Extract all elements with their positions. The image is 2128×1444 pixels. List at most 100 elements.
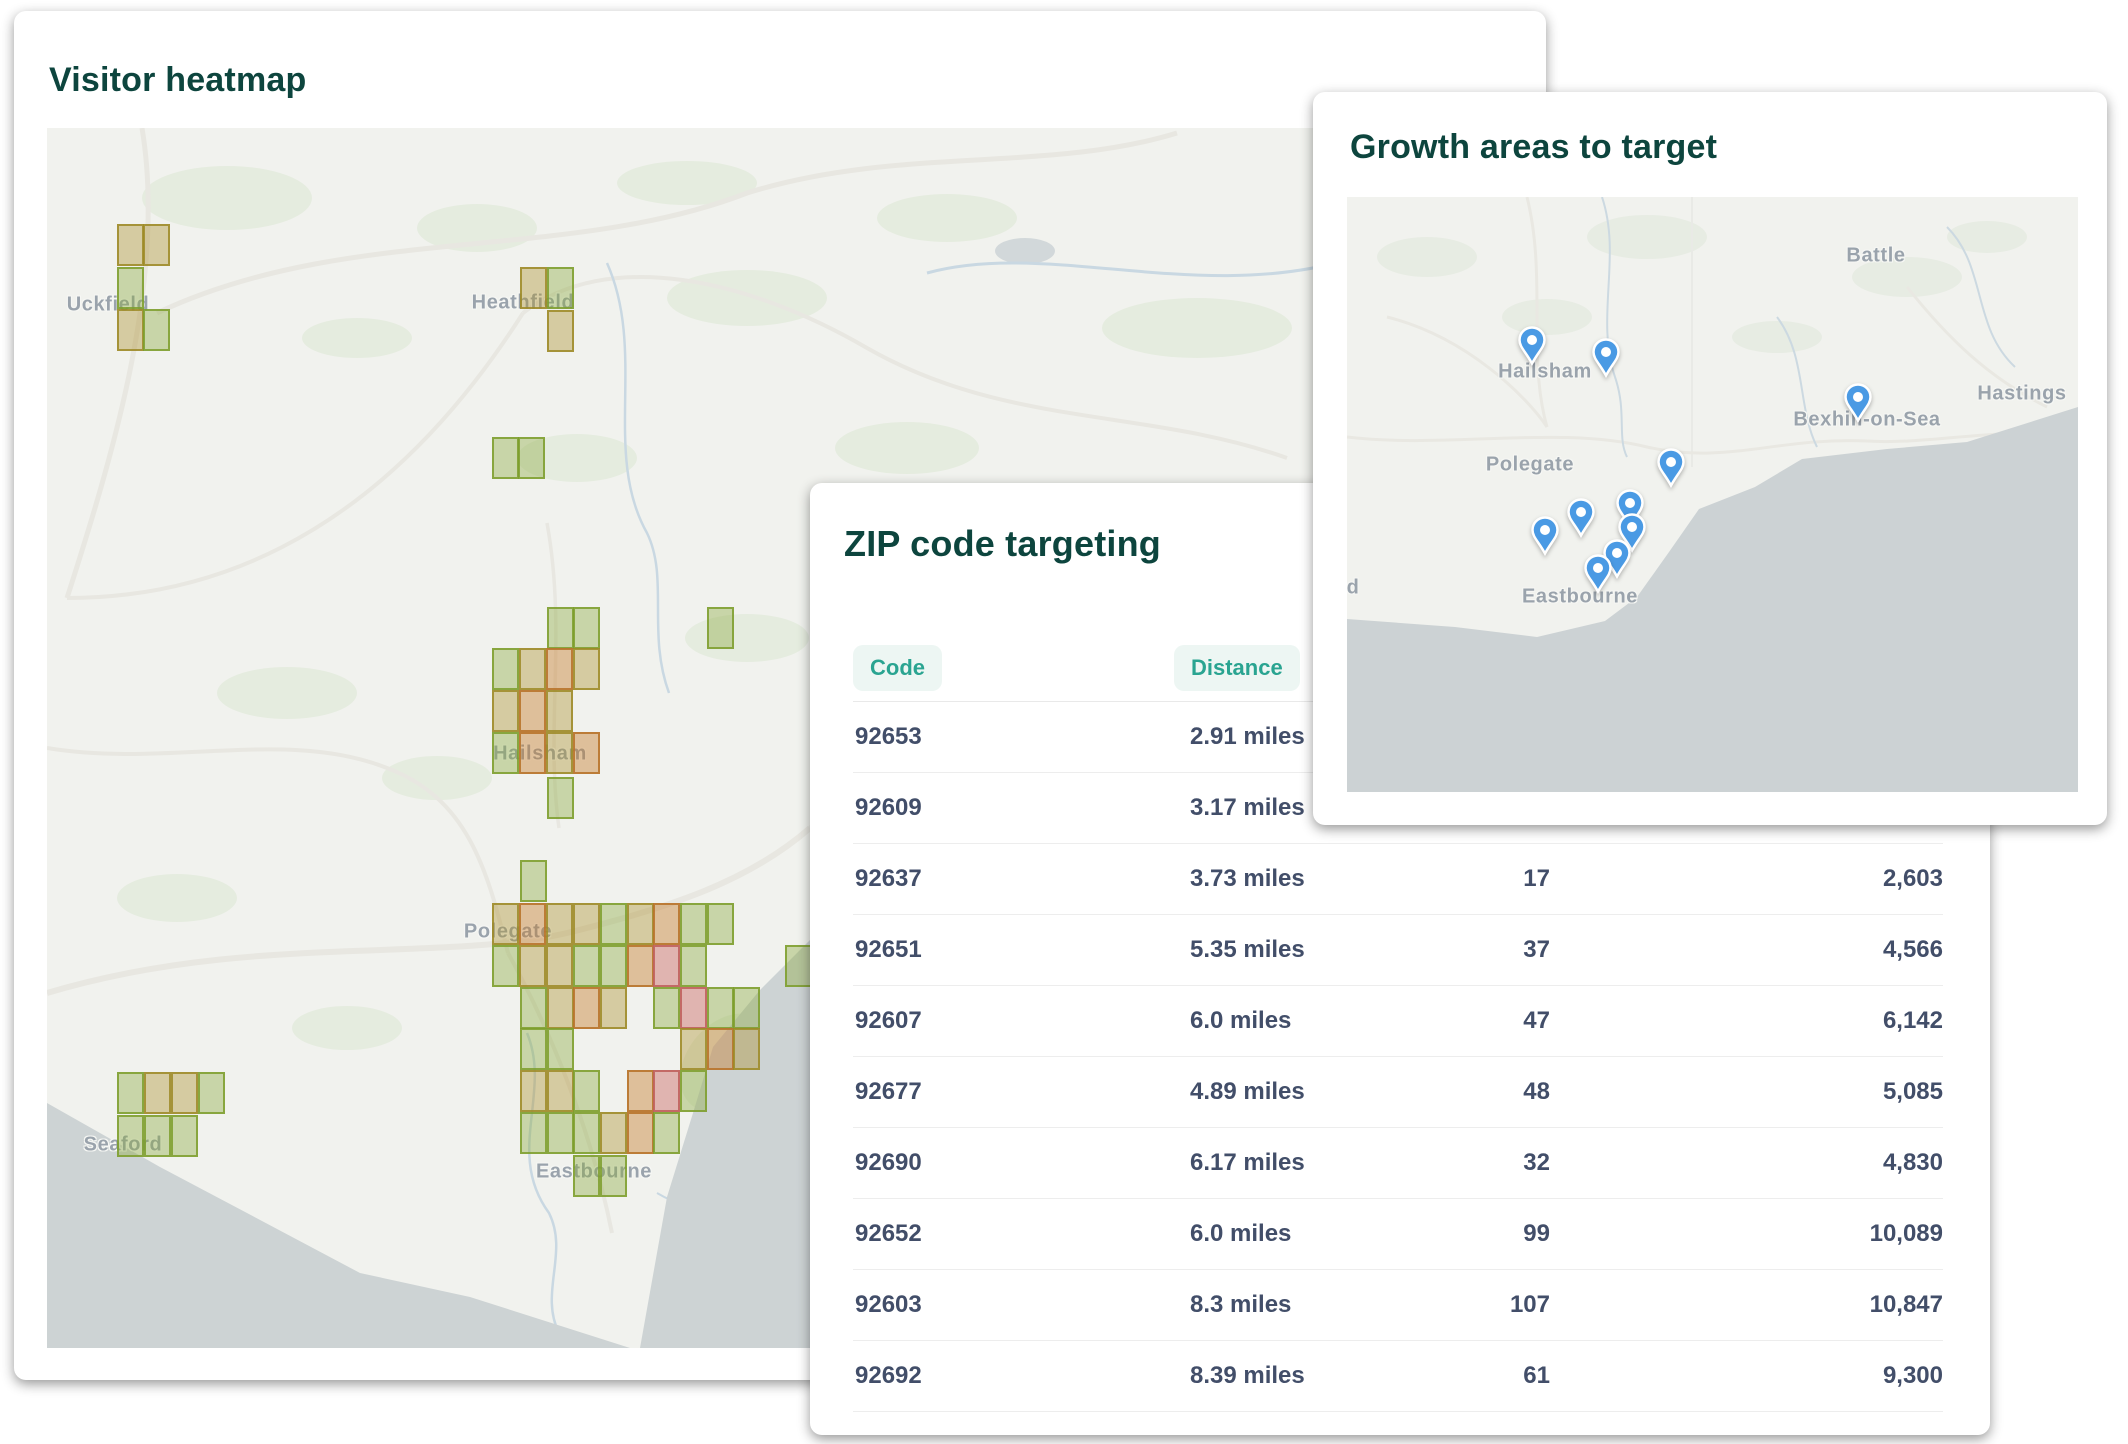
column-header-code: Code [853,645,942,691]
heatmap-cell[interactable] [680,987,707,1029]
heatmap-cell[interactable] [547,310,574,352]
heatmap-cell[interactable] [547,267,574,309]
metric-value: 37 [1523,936,1550,963]
heatmap-cell[interactable] [573,903,600,945]
heatmap-cell[interactable] [600,1112,627,1154]
map-pin-icon[interactable] [1656,448,1686,489]
heatmap-cell[interactable] [546,945,573,987]
heatmap-cell[interactable] [653,945,680,987]
map-pin-icon[interactable] [1566,498,1596,539]
heatmap-cell[interactable] [492,437,519,479]
heatmap-cell[interactable] [573,987,600,1029]
heatmap-cell[interactable] [520,1112,547,1154]
table-row: 92677 4.89 miles 48 5,085 [853,1057,1943,1128]
heatmap-cell[interactable] [573,1070,600,1112]
heatmap-cell[interactable] [627,1112,654,1154]
heatmap-cell[interactable] [733,987,760,1029]
heatmap-cell[interactable] [520,267,547,309]
heatmap-cell[interactable] [627,1070,654,1112]
heatmap-cell[interactable] [492,732,519,774]
heatmap-cell[interactable] [117,224,144,266]
heatmap-cell[interactable] [680,1028,707,1070]
heatmap-cell[interactable] [519,648,546,690]
distance-value: 5.35 miles [1190,936,1305,963]
heatmap-cell[interactable] [143,224,170,266]
heatmap-cell[interactable] [547,1070,574,1112]
heatmap-cell[interactable] [520,1070,547,1112]
heatmap-cell[interactable] [627,945,654,987]
heatmap-cell[interactable] [520,1028,547,1070]
metric-value: 2,603 [1882,865,1943,892]
heatmap-cell[interactable] [198,1072,225,1114]
heatmap-cell[interactable] [573,945,600,987]
heatmap-cell[interactable] [546,690,573,732]
heatmap-cell[interactable] [144,1115,171,1157]
heatmap-cell[interactable] [117,309,144,351]
metric-value: 4,566 [1882,936,1943,963]
heatmap-cell[interactable] [546,903,573,945]
map-pin-icon[interactable] [1843,383,1873,424]
map-pin-icon[interactable] [1602,539,1632,580]
heatmap-cell[interactable] [547,1112,574,1154]
heatmap-cell[interactable] [733,1028,760,1070]
heatmap-cell[interactable] [492,690,519,732]
heatmap-cell[interactable] [143,309,170,351]
map-pin-icon[interactable] [1617,513,1647,554]
heatmap-cell[interactable] [519,732,546,774]
heatmap-cell[interactable] [627,903,654,945]
metric-value: 4,830 [1882,1149,1943,1176]
heatmap-cell[interactable] [492,945,519,987]
metric-value: 6,142 [1882,1007,1943,1034]
heatmap-cell[interactable] [573,1112,600,1154]
heatmap-cell[interactable] [518,437,545,479]
heatmap-cell[interactable] [547,1028,574,1070]
heatmap-cell[interactable] [547,987,574,1029]
heatmap-cell[interactable] [600,945,627,987]
heatmap-cell[interactable] [171,1115,198,1157]
heatmap-cell[interactable] [573,1155,600,1197]
heatmap-cell[interactable] [519,903,546,945]
heatmap-cell[interactable] [117,1115,144,1157]
heatmap-cell[interactable] [680,945,707,987]
heatmap-cell[interactable] [519,945,546,987]
heatmap-cell[interactable] [492,648,519,690]
heatmap-cell[interactable] [547,607,574,649]
heatmap-cell[interactable] [707,607,734,649]
metric-value: 47 [1523,1007,1550,1034]
heatmap-cell[interactable] [785,945,812,987]
heatmap-cell[interactable] [600,1155,627,1197]
heatmap-cell[interactable] [573,607,600,649]
heatmap-cell[interactable] [144,1072,171,1114]
heatmap-cell[interactable] [707,903,734,945]
heatmap-cell[interactable] [492,903,519,945]
heatmap-cell[interactable] [680,903,707,945]
map-pin-icon[interactable] [1517,326,1547,367]
map-pin-icon[interactable] [1530,516,1560,557]
heatmap-cell[interactable] [573,732,600,774]
map-pin-icon[interactable] [1591,338,1621,379]
heatmap-cell[interactable] [653,987,680,1029]
growth-areas-map[interactable]: Battle Hastings Bexhill-on-Sea Hailsham Pole… [1347,197,2078,792]
map-pin-icon[interactable] [1583,554,1613,595]
heatmap-cell[interactable] [546,648,573,690]
heatmap-cell[interactable] [519,690,546,732]
heatmap-cell[interactable] [546,732,573,774]
heatmap-cell[interactable] [707,1028,734,1070]
heatmap-cell[interactable] [171,1072,198,1114]
heatmap-cell[interactable] [547,777,574,819]
heatmap-cell[interactable] [680,1070,707,1112]
heatmap-cell[interactable] [573,648,600,690]
heatmap-cell[interactable] [707,987,734,1029]
table-row: 92637 3.73 miles 17 2,603 [853,844,1943,915]
heatmap-cell[interactable] [653,1070,680,1112]
heatmap-cell[interactable] [520,860,547,902]
metric-value: 107 [1509,1291,1550,1318]
heatmap-cell[interactable] [117,267,144,309]
heatmap-cell[interactable] [520,987,547,1029]
heatmap-cell[interactable] [117,1072,144,1114]
map-background [1347,197,2078,792]
heatmap-cell[interactable] [600,987,627,1029]
heatmap-cell[interactable] [600,903,627,945]
heatmap-cell[interactable] [653,1112,680,1154]
heatmap-cell[interactable] [653,903,680,945]
